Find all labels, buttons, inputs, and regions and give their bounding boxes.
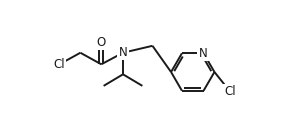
Text: Cl: Cl: [224, 85, 236, 98]
Text: N: N: [119, 46, 127, 59]
Text: O: O: [97, 36, 106, 49]
Text: N: N: [199, 47, 208, 60]
Text: Cl: Cl: [54, 58, 65, 71]
